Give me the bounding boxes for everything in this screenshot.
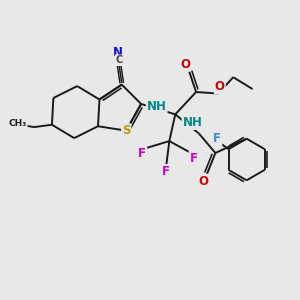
Text: C: C [116,55,123,65]
Text: O: O [199,175,208,188]
Text: NH: NH [183,116,202,129]
Text: N: N [112,46,123,59]
Text: F: F [162,165,170,178]
Text: O: O [215,80,225,94]
Text: CH₃: CH₃ [9,119,27,128]
Text: NH: NH [147,100,166,113]
Text: O: O [180,58,190,71]
Text: F: F [138,147,146,161]
Text: F: F [213,132,221,145]
Text: S: S [122,124,130,137]
Text: F: F [189,152,197,165]
